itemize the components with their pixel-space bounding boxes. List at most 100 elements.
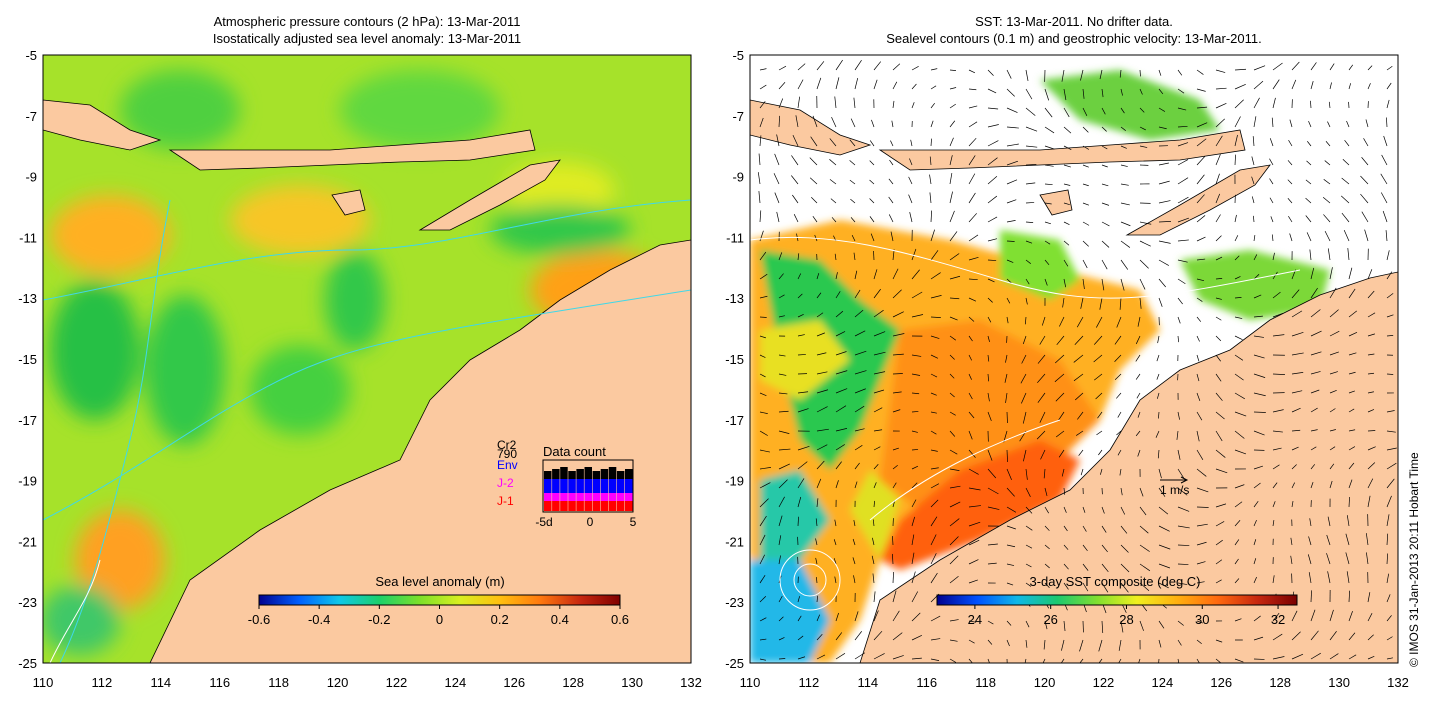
velocity-arrow (1386, 462, 1397, 470)
velocity-arrow (1082, 88, 1085, 99)
velocity-arrow (1073, 373, 1084, 382)
velocity-arrow (968, 411, 975, 419)
left-y-tick-label: -15 (18, 352, 37, 367)
velocity-arrow (968, 297, 977, 302)
right-y-tick-label: -21 (725, 534, 744, 549)
velocity-arrow (1196, 506, 1209, 508)
velocity-arrow (1310, 267, 1315, 280)
velocity-arrow (987, 316, 992, 323)
velocity-arrow (1305, 215, 1312, 223)
velocity-arrow (1006, 126, 1019, 129)
inset-bar-segment (584, 467, 592, 479)
velocity-arrow (1306, 232, 1312, 242)
velocity-arrow (1101, 525, 1107, 533)
velocity-arrow (1120, 544, 1129, 553)
velocity-arrow (774, 153, 780, 166)
velocity-arrow (1158, 88, 1164, 95)
velocity-arrow (1044, 544, 1050, 550)
velocity-arrow (1044, 278, 1048, 286)
velocity-arrow (778, 273, 784, 280)
velocity-arrow (1309, 249, 1312, 261)
velocity-arrow (1308, 536, 1312, 546)
velocity-arrow (778, 82, 786, 90)
velocity-arrow (1063, 620, 1066, 632)
velocity-arrow (759, 68, 767, 71)
velocity-arrow (1234, 618, 1242, 622)
velocity-arrow (1287, 179, 1293, 185)
velocity-arrow (1060, 658, 1065, 663)
velocity-arrow (1139, 107, 1145, 113)
velocity-arrow (797, 96, 800, 109)
velocity-arrow (1080, 297, 1084, 309)
velocity-arrow (1063, 240, 1070, 246)
inset-bar-segment (592, 471, 601, 479)
velocity-arrow (852, 557, 856, 565)
velocity-arrow (1098, 658, 1103, 663)
velocity-arrow (1234, 449, 1247, 455)
velocity-arrow (1386, 553, 1389, 565)
left-y-tick-label: -13 (18, 291, 37, 306)
velocity-arrow (1057, 411, 1065, 422)
left-y-tick-label: -19 (18, 474, 37, 489)
velocity-arrow (949, 231, 958, 242)
velocity-arrow (1348, 332, 1358, 337)
velocity-arrow (1386, 314, 1394, 318)
velocity-arrow (892, 311, 904, 318)
inset-bar-segment (608, 501, 617, 511)
velocity-arrow (1139, 620, 1144, 631)
sla-colorbar-ticks: -0.6 -0.4 -0.2 0 0.2 0.4 0.6 (248, 605, 629, 627)
velocity-arrow (1158, 620, 1165, 629)
velocity-arrow (949, 354, 955, 360)
velocity-arrow (854, 462, 860, 470)
velocity-arrow (778, 98, 784, 109)
velocity-arrow (1061, 69, 1065, 82)
velocity-arrow (1234, 658, 1244, 663)
inset-bar-segment (600, 469, 609, 479)
velocity-arrow (930, 295, 942, 299)
velocity-arrow (1063, 487, 1066, 495)
velocity-arrow (1100, 468, 1103, 475)
velocity-arrow (835, 388, 848, 394)
velocity-arrow (987, 140, 999, 147)
inset-bar-segment (576, 469, 584, 479)
velocity-arrow (968, 487, 981, 491)
velocity-arrow (1307, 141, 1312, 147)
velocity-arrow (1367, 269, 1373, 280)
velocity-arrow (816, 332, 825, 337)
velocity-arrow (797, 478, 805, 489)
velocity-arrow (1272, 501, 1276, 508)
velocity-arrow (776, 211, 780, 223)
inset-bar-segment (560, 501, 568, 511)
velocity-arrow (830, 198, 837, 204)
velocity-arrow (1082, 525, 1087, 532)
velocity-arrow (1291, 631, 1301, 641)
inset-bar-segment (625, 493, 633, 501)
velocity-arrow (1308, 572, 1312, 584)
sla-colorbar-tick-label: -0.4 (308, 612, 330, 627)
inset-bar-segment (625, 501, 633, 511)
sst-map (750, 55, 1398, 663)
inset-bar-segment (616, 493, 625, 501)
velocity-arrow (892, 100, 895, 109)
velocity-arrow (1291, 429, 1301, 432)
velocity-arrow (873, 429, 883, 432)
velocity-arrow (949, 120, 956, 128)
inset-bar-segment (568, 479, 576, 493)
velocity-arrow (1117, 411, 1122, 418)
velocity-arrow (1177, 69, 1183, 76)
velocity-arrow (1006, 487, 1015, 497)
velocity-arrow (759, 658, 766, 661)
velocity-arrow (930, 615, 941, 622)
velocity-arrow (1062, 297, 1065, 308)
velocity-arrow (968, 449, 976, 458)
inset-bar-segment (576, 501, 584, 511)
velocity-arrow (1290, 537, 1293, 546)
velocity-arrow (1365, 533, 1369, 546)
velocity-arrow (1234, 558, 1239, 565)
velocity-arrow (892, 464, 898, 470)
velocity-arrow (1253, 519, 1257, 527)
velocity-arrow (1120, 525, 1128, 534)
velocity-arrow (1323, 214, 1331, 223)
velocity-arrow (833, 539, 837, 546)
velocity-arrow (1329, 82, 1332, 90)
